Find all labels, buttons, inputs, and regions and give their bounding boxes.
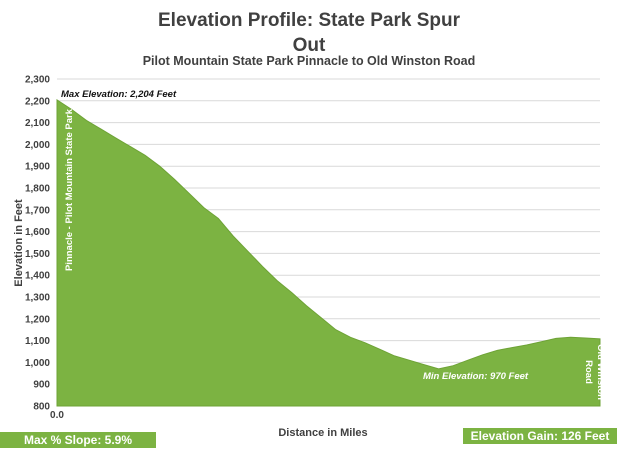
max-elevation-annotation: Max Elevation: 2,204 Feet bbox=[61, 89, 177, 100]
y-axis-title: Elevation in Feet bbox=[13, 199, 25, 287]
start-label: Pinnacle - Pilot Mountain State Park bbox=[64, 108, 75, 271]
y-tick-label: 1,600 bbox=[25, 227, 50, 238]
x-axis-title: Distance in Miles bbox=[278, 427, 367, 439]
y-tick-label: 2,100 bbox=[25, 118, 50, 129]
end-label-line-1: Old Winston bbox=[595, 344, 606, 400]
elevation-area-shape bbox=[56, 98, 601, 407]
y-axis-ticks: 800 900 1,000 1,100 1,200 1,300 1,400 1,500 1,60… bbox=[25, 75, 50, 413]
min-elevation-annotation: Min Elevation: 970 Feet bbox=[423, 371, 529, 382]
chart-title-line-1: Elevation Profile: State Park Spur bbox=[158, 10, 460, 31]
y-tick-label: 800 bbox=[33, 402, 50, 413]
chart-subtitle: Pilot Mountain State Park Pinnacle to Ol… bbox=[142, 54, 476, 68]
y-tick-label: 1,400 bbox=[25, 271, 50, 282]
y-tick-label: 1,200 bbox=[25, 314, 50, 325]
y-tick-label: 1,700 bbox=[25, 205, 50, 216]
elevation-gain-badge: Elevation Gain: 126 Feet bbox=[463, 428, 617, 444]
elevation-area bbox=[56, 98, 601, 407]
y-tick-label: 1,000 bbox=[25, 358, 50, 369]
end-label-line-2: Road bbox=[583, 360, 594, 384]
y-tick-label: 1,900 bbox=[25, 162, 50, 173]
chart-title: Elevation Profile: State Park Spur Out bbox=[0, 8, 618, 58]
y-tick-label: 1,100 bbox=[25, 336, 50, 347]
y-tick-label: 2,000 bbox=[25, 140, 50, 151]
y-tick-label: 900 bbox=[33, 380, 50, 391]
y-tick-label: 1,500 bbox=[25, 249, 50, 260]
y-tick-label: 2,200 bbox=[25, 96, 50, 107]
x-tick-label: 0.0 bbox=[50, 410, 64, 421]
chart-title-line-2: Out bbox=[292, 35, 326, 56]
y-tick-label: 1,800 bbox=[25, 184, 50, 195]
y-tick-label: 2,300 bbox=[25, 75, 50, 86]
max-slope-badge: Max % Slope: 5.9% bbox=[0, 432, 156, 448]
y-tick-label: 1,300 bbox=[25, 293, 50, 304]
